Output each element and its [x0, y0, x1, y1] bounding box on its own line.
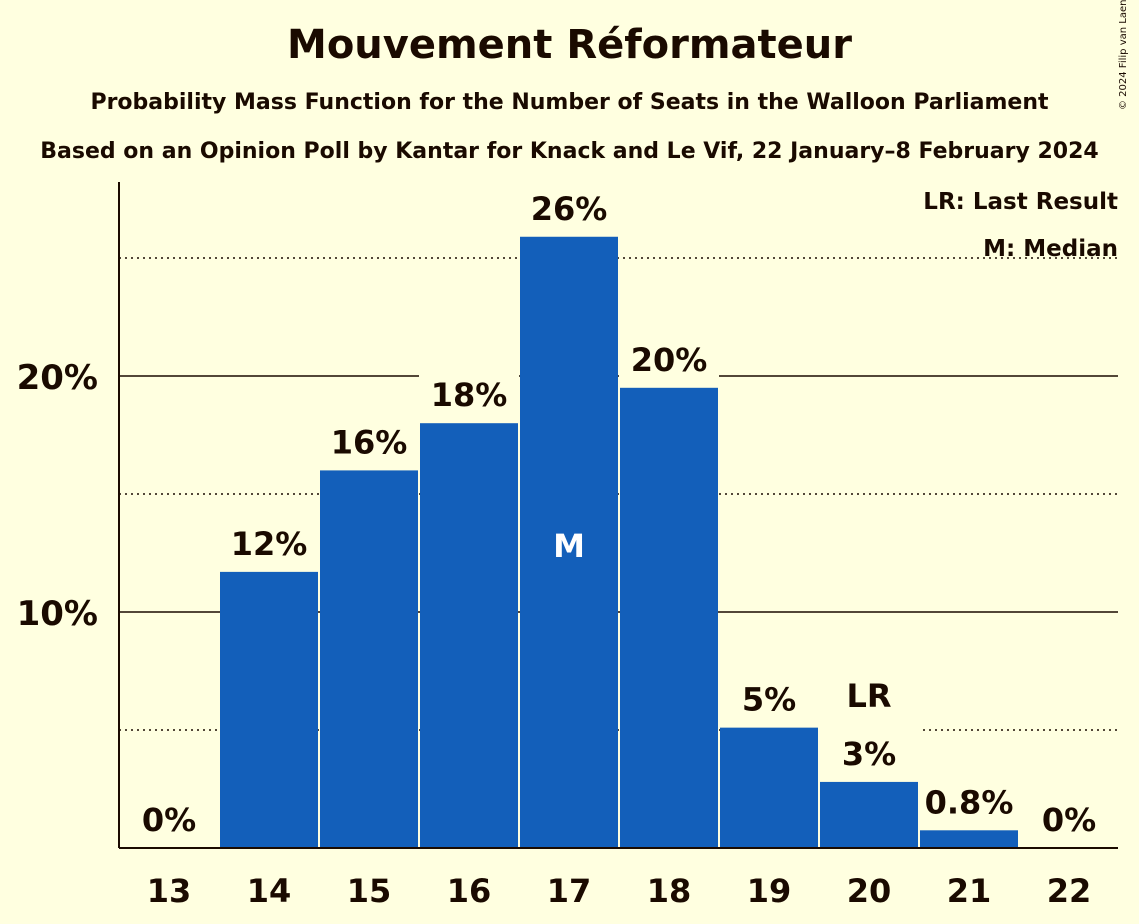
- x-tick-label: 14: [247, 872, 292, 910]
- x-tick-label: 20: [847, 872, 892, 910]
- chart-title: Mouvement Réformateur: [287, 22, 852, 68]
- data-label: 26%: [531, 190, 608, 228]
- data-label: 16%: [331, 423, 408, 461]
- x-tick-label: 21: [947, 872, 992, 910]
- bar: [220, 571, 318, 848]
- x-tick-label: 18: [647, 872, 692, 910]
- bar-label-backdrop: [719, 665, 819, 728]
- bar: [820, 781, 918, 848]
- x-tick-label: 17: [547, 872, 592, 910]
- x-tick-label: 16: [447, 872, 492, 910]
- bar: [420, 423, 518, 848]
- bar: [920, 830, 1018, 848]
- data-label: 0%: [1042, 801, 1096, 839]
- bar-label-backdrop: [819, 719, 919, 782]
- bar: [620, 387, 718, 848]
- data-label: 3%: [842, 735, 896, 773]
- chart-subtitle: Probability Mass Function for the Number…: [90, 90, 1049, 115]
- bar: [320, 470, 418, 848]
- axes: 10% 20% 13 14 15 16 17 18 19 20 21 22: [17, 182, 1118, 910]
- bar: [720, 727, 818, 848]
- bar-label-backdrop: [219, 509, 319, 572]
- y-tick-label: 20%: [17, 358, 98, 398]
- x-tick-label: 15: [347, 872, 392, 910]
- data-label: 0.8%: [925, 783, 1014, 821]
- median-marker: M: [553, 527, 585, 565]
- x-tick-label: 19: [747, 872, 792, 910]
- x-tick-label: 13: [147, 872, 192, 910]
- bars: [219, 174, 1019, 848]
- data-label: 0%: [142, 801, 196, 839]
- x-tick-label: 22: [1047, 872, 1092, 910]
- bar-label-backdrop: [619, 325, 719, 388]
- data-labels: 0% 12% 16% 18% 26% M 20% 5% 3% LR 0.8% 0%: [142, 190, 1096, 839]
- data-label: 20%: [631, 341, 708, 379]
- bar-label-backdrop: [919, 768, 1019, 831]
- data-label: 12%: [231, 525, 308, 563]
- y-tick-label: 10%: [17, 594, 98, 634]
- data-label: 5%: [742, 681, 796, 719]
- last-result-marker: LR: [846, 677, 891, 715]
- bar-label-backdrop: [419, 361, 519, 424]
- bar-label-backdrop: [519, 174, 619, 237]
- chart-source: Based on an Opinion Poll by Kantar for K…: [40, 139, 1099, 164]
- legend-last-result: LR: Last Result: [923, 189, 1118, 215]
- bar: [520, 236, 618, 848]
- legend-median: M: Median: [983, 236, 1118, 262]
- data-label: 18%: [431, 376, 508, 414]
- bar-label-backdrop: [319, 408, 419, 471]
